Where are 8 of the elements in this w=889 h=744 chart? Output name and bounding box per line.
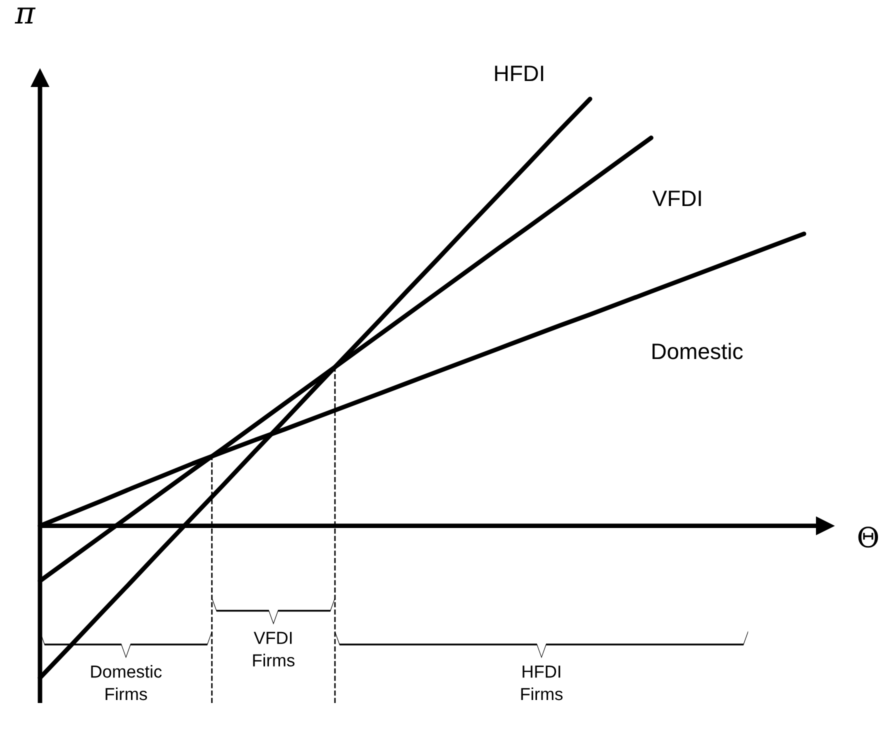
annotation: Domestic Firms — [91, 665, 162, 700]
text: HFDI — [495, 66, 544, 82]
annotation: VFDI Firms — [253, 632, 294, 667]
text: Domestic — [652, 342, 743, 360]
y-axis-title: π — [14, 8, 36, 24]
x-axis-title: Θ — [858, 526, 878, 548]
series-label: VFDI — [652, 190, 701, 206]
annotation: HFDI Firms — [521, 666, 563, 700]
